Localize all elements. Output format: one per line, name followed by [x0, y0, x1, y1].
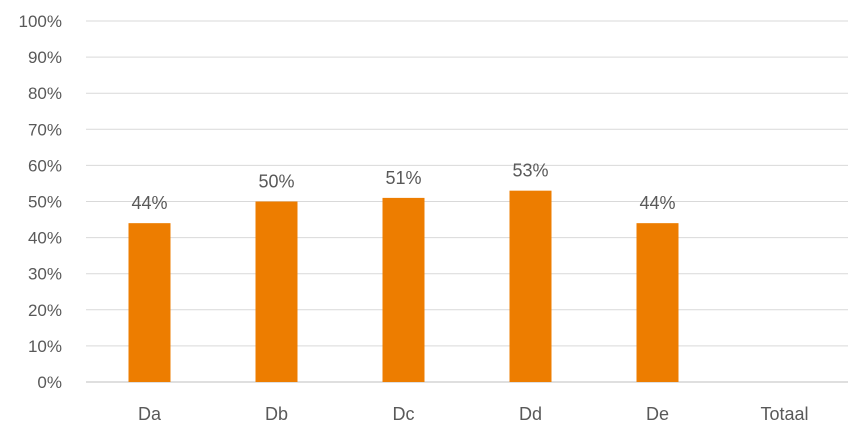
y-tick-label: 40%	[28, 229, 62, 248]
y-tick-label: 90%	[28, 48, 62, 67]
bar	[509, 190, 552, 382]
x-category-label: Dc	[393, 404, 415, 423]
x-category-label: Da	[138, 404, 162, 423]
x-category-label: Db	[265, 404, 288, 423]
x-category-label: De	[646, 404, 669, 423]
y-tick-label: 50%	[28, 193, 62, 212]
bar	[255, 201, 298, 382]
bar-data-label: 50%	[258, 172, 294, 192]
y-tick-label: 30%	[28, 265, 62, 284]
y-axis-tick-labels: 0% 10% 20% 30% 40% 50% 60% 70% 80% 90% 100%	[19, 12, 62, 392]
bar	[128, 223, 171, 382]
y-tick-label: 70%	[28, 120, 62, 139]
bar-data-label: 53%	[512, 161, 548, 181]
y-tick-label: 60%	[28, 156, 62, 175]
y-tick-label: 10%	[28, 337, 62, 356]
y-tick-label: 20%	[28, 301, 62, 320]
bar	[636, 223, 679, 382]
y-tick-label: 0%	[37, 373, 62, 392]
gridlines	[86, 20, 848, 383]
data-labels: 44% 50% 51% 53% 44%	[131, 161, 675, 213]
bar	[382, 197, 425, 382]
x-axis-category-labels: Da Db Dc Dd De Totaal	[138, 404, 809, 423]
bars	[128, 190, 679, 382]
y-tick-label: 100%	[19, 12, 62, 31]
bar-data-label: 51%	[385, 168, 421, 188]
x-category-label: Dd	[519, 404, 542, 423]
bar-data-label: 44%	[131, 193, 167, 213]
y-tick-label: 80%	[28, 84, 62, 103]
x-category-label: Totaal	[760, 404, 808, 423]
bar-data-label: 44%	[639, 193, 675, 213]
